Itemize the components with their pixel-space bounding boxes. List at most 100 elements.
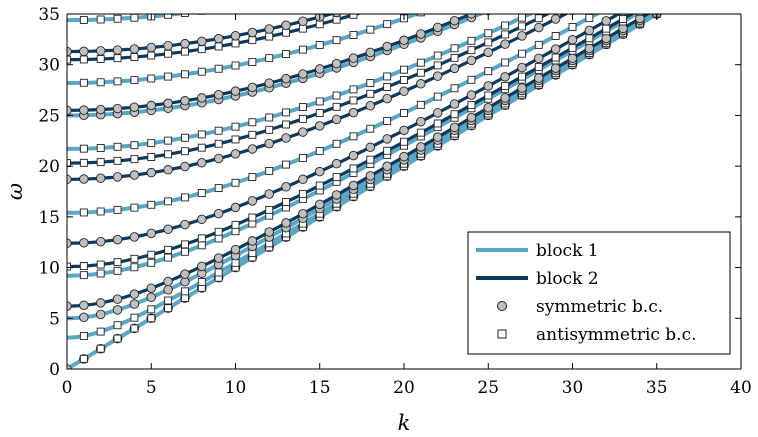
antisymmetric-marker: [332, 173, 341, 182]
antisymmetric-marker: [147, 139, 156, 148]
antisymmetric-marker: [315, 146, 324, 155]
symmetric-marker: [653, 14, 660, 16]
symmetric-marker: [197, 157, 207, 168]
antisymmetric-marker: [197, 189, 206, 197]
symmetric-marker: [601, 33, 611, 44]
antisymmetric-marker: [248, 36, 257, 45]
symmetric-marker: [180, 38, 190, 49]
antisymmetric-marker: [231, 122, 240, 131]
symmetric-marker: [550, 44, 561, 54]
antisymmetric-marker: [450, 53, 459, 62]
antisymmetric-marker: [484, 29, 493, 38]
symmetric-marker: [163, 276, 173, 287]
antisymmetric-marker: [197, 278, 206, 286]
antisymmetric-marker: [130, 203, 139, 212]
symmetric-marker: [348, 180, 359, 191]
symmetric-marker: [365, 47, 376, 58]
antisymmetric-marker: [248, 58, 257, 66]
symmetric-marker: [264, 227, 274, 237]
antisymmetric-marker: [265, 205, 274, 214]
symmetric-marker: [95, 236, 106, 247]
symmetric-marker: [298, 69, 308, 79]
symmetric-marker: [466, 90, 477, 100]
antisymmetric-marker: [130, 263, 139, 272]
symmetric-marker: [129, 232, 140, 242]
x-tick-label: 0: [62, 378, 73, 398]
antisymmetric-marker: [366, 155, 375, 164]
symmetric-marker: [264, 24, 274, 34]
symmetric-marker: [230, 149, 241, 159]
antisymmetric-marker: [282, 198, 290, 206]
antisymmetric-marker: [147, 305, 156, 314]
antisymmetric-marker: [130, 141, 139, 150]
symmetric-marker: [315, 166, 325, 177]
symmetric-marker: [584, 25, 595, 36]
antisymmetric-marker: [265, 113, 274, 122]
antisymmetric-marker: [180, 47, 189, 56]
antisymmetric-marker: [366, 124, 375, 133]
antisymmetric-marker: [400, 65, 408, 74]
antisymmetric-marker: [96, 15, 105, 24]
antisymmetric-marker: [282, 108, 290, 117]
legend-label-block-2: block 2: [536, 269, 599, 289]
legend-label-symmetric: symmetric b.c.: [536, 297, 663, 317]
antisymmetric-marker: [349, 132, 358, 141]
symmetric-marker: [129, 170, 140, 180]
symmetric-marker: [399, 86, 409, 97]
antisymmetric-marker: [113, 14, 122, 23]
y-tick-label: 35: [38, 5, 60, 25]
antisymmetric-marker: [96, 260, 105, 269]
antisymmetric-marker: [197, 234, 206, 243]
antisymmetric-marker: [332, 36, 341, 45]
antisymmetric-marker: [79, 354, 88, 363]
antisymmetric-marker: [164, 150, 173, 159]
symmetric-marker: [180, 161, 190, 172]
symmetric-marker: [281, 182, 291, 192]
symmetric-marker: [146, 228, 156, 239]
antisymmetric-marker: [96, 78, 105, 87]
antisymmetric-marker: [635, 14, 644, 16]
antisymmetric-marker: [164, 296, 173, 305]
symmetric-marker: [399, 151, 409, 162]
antisymmetric-marker: [416, 68, 425, 77]
axis-ticks: 0 5 10 15 20 25 30 35 40 0 5 10 15 20 25 30 35: [38, 5, 751, 398]
antisymmetric-marker: [214, 227, 223, 236]
symmetric-marker: [163, 285, 173, 295]
symmetric-marker: [213, 253, 224, 263]
antisymmetric-marker: [282, 28, 290, 37]
symmetric-marker: [331, 190, 342, 200]
symmetric-marker: [567, 34, 578, 45]
antisymmetric-marker: [96, 158, 105, 167]
antisymmetric-marker: [130, 155, 139, 164]
symmetric-marker: [230, 202, 241, 213]
antisymmetric-marker: [214, 126, 223, 135]
antisymmetric-marker: [467, 75, 476, 84]
symmetric-marker: [163, 98, 173, 109]
antisymmetric-marker: [298, 45, 307, 54]
antisymmetric-marker: [467, 100, 476, 109]
antisymmetric-marker: [214, 234, 223, 243]
symmetric-marker: [95, 298, 106, 308]
antisymmetric-marker: [585, 34, 594, 43]
symmetric-marker: [112, 234, 123, 245]
symmetric-marker: [247, 236, 258, 246]
antisymmetric-marker: [298, 189, 307, 198]
y-tick-label: 5: [49, 309, 60, 329]
antisymmetric-marker: [534, 63, 543, 72]
antisymmetric-marker: [130, 14, 139, 22]
symmetric-marker: [348, 107, 359, 118]
y-tick-label: 20: [38, 157, 60, 177]
antisymmetric-marker: [214, 184, 223, 193]
antisymmetric-marker: [534, 14, 543, 23]
antisymmetric-marker: [113, 321, 122, 330]
symmetric-marker: [500, 39, 510, 49]
antisymmetric-marker: [79, 144, 88, 153]
antisymmetric-marker: [332, 91, 341, 100]
antisymmetric-marker: [518, 49, 526, 58]
antisymmetric-marker: [568, 23, 577, 31]
antisymmetric-marker: [113, 205, 122, 214]
antisymmetric-marker: [113, 334, 122, 343]
symmetric-marker: [230, 86, 241, 96]
antisymmetric-marker: [450, 110, 459, 119]
